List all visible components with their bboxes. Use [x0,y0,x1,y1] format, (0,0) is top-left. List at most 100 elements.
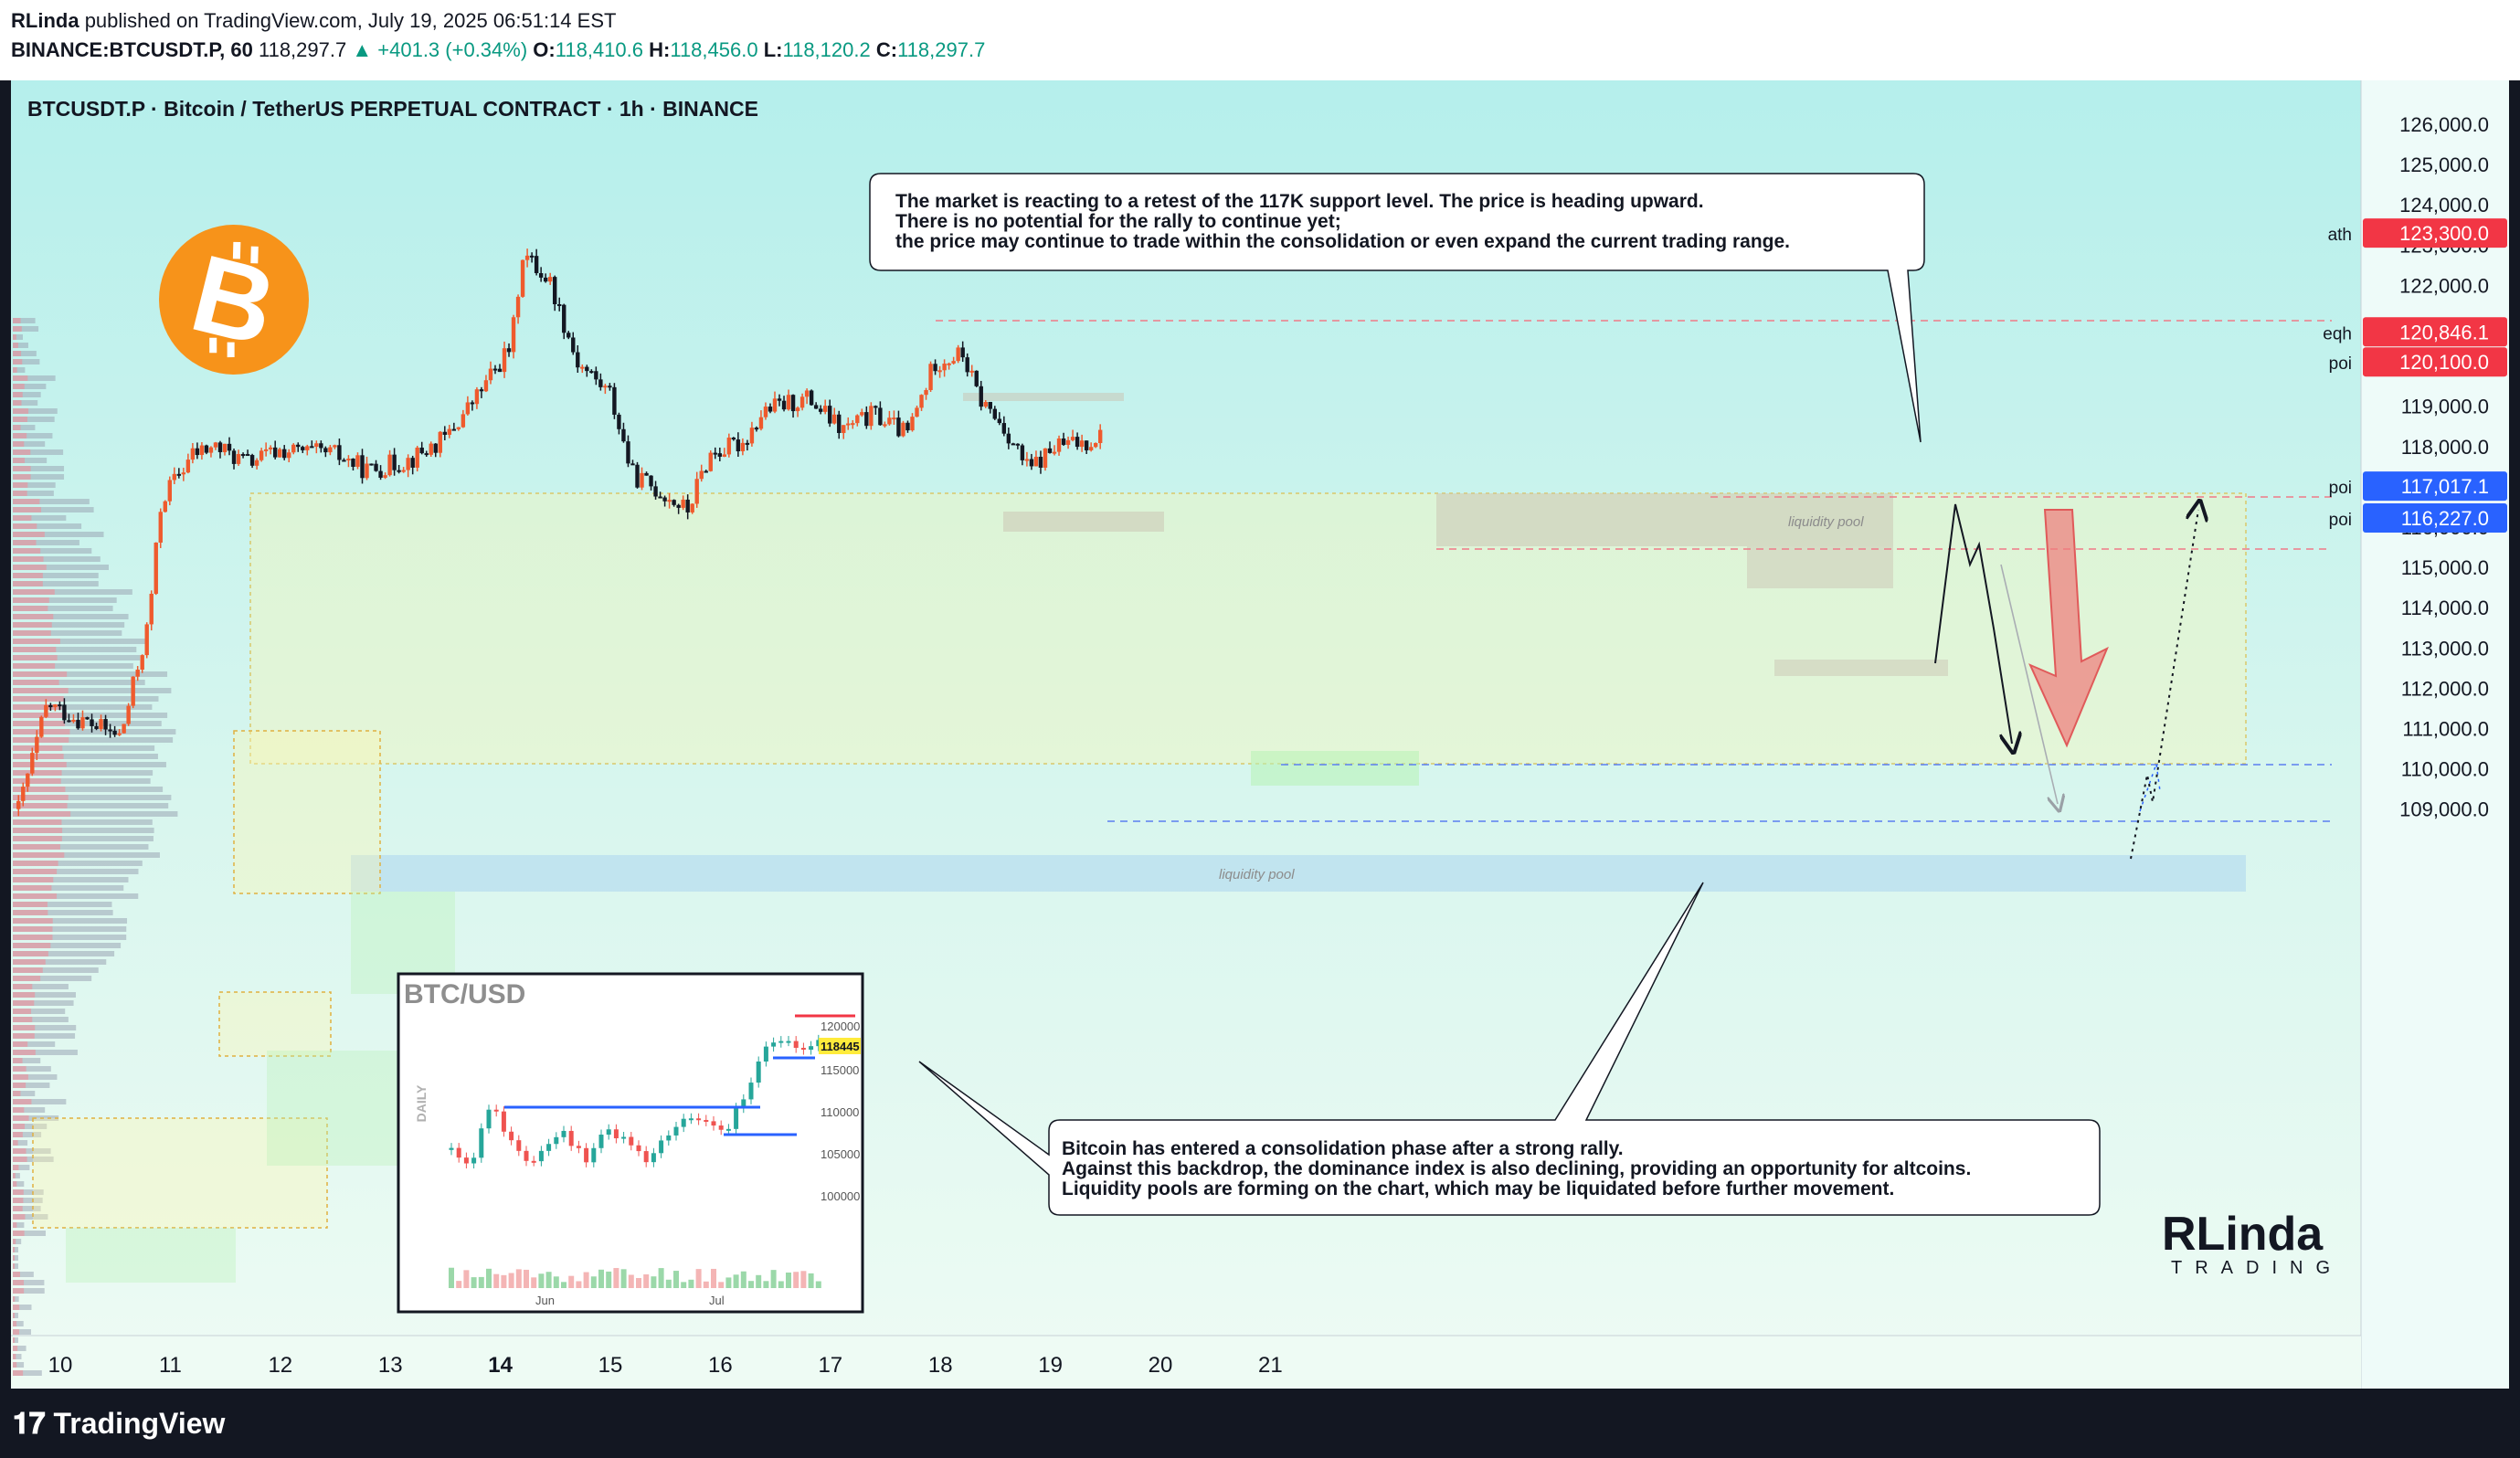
candle-body [360,455,365,479]
candle-body [1079,440,1085,448]
candle-body [1065,439,1071,445]
candle-body [988,401,992,409]
inset-x-jul: Jul [709,1294,725,1307]
inset-price-tag [819,1038,861,1054]
candle-body [378,470,383,478]
candle-body [942,364,947,371]
candle-body [103,719,108,730]
time-tick-label: 14 [488,1353,513,1378]
volume-profile-bar-sell [13,1337,16,1343]
inset-volume-bar [628,1274,634,1288]
price-chart[interactable]: liquidity pool liquidity pool BTCUSDT.P … [11,80,2509,1389]
inset-volume-bar [815,1281,821,1288]
volume-profile-bar-sell [13,449,31,455]
author-name[interactable]: RLinda [11,9,79,32]
price-change: +401.3 (+0.34%) [377,38,528,61]
level-price-tag [2363,218,2507,248]
candle-body [694,479,699,504]
volume-profile-bar [13,343,28,348]
liquidity-pool-lower [351,855,2246,892]
candle-body [144,624,149,656]
bottom-callout-line-1: Bitcoin has entered a consolidation phas… [1062,1138,1624,1159]
inset-volume-bar [620,1269,627,1288]
volume-profile-bar [13,737,174,743]
projection-path-b [2000,564,2058,804]
candle-body [621,428,626,442]
volume-profile-bar-sell [13,565,47,570]
price-tick-label: 126,000.0 [2399,113,2489,136]
volume-profile-bar [13,967,99,973]
level-price-value: 123,300.0 [2399,222,2489,245]
chart-container[interactable]: liquidity pool liquidity pool BTCUSDT.P … [11,80,2509,1389]
volume-profile-bar [13,367,26,373]
candle-body [676,504,681,508]
candle-body [319,443,323,449]
candle-body [268,447,273,449]
projections [1934,503,2198,860]
volume-profile-bar [13,556,101,562]
candle-body [511,317,516,353]
candle-body [594,371,598,380]
candle-body [804,390,810,397]
candle-body [451,428,457,431]
inset-candle-body [734,1107,739,1129]
volume-profile-bar [13,1222,25,1228]
consolidation-range [249,492,2247,765]
candle-body [1088,447,1094,450]
volume-profile-bar-sell [13,902,48,907]
close-label: C: [875,38,898,61]
projection-path-a [1934,503,2012,744]
candle-body [851,423,855,426]
volume-profile-bar-sell [13,1140,18,1146]
low-label: L: [763,38,783,61]
candle-body [576,352,580,368]
volume-profile-bar [13,671,168,677]
volume-profile-bar [13,384,47,389]
candle-body [99,719,103,729]
volume-profile-bar-sell [13,1362,17,1368]
tradingview-logo[interactable]: 𝟏𝟕 TradingView [13,1407,225,1442]
volume-profile-bar-sell [13,639,60,644]
volume-profile-bar-sell [13,1025,36,1030]
candle-body [809,390,814,406]
volume-profile-bar-sell [13,1050,36,1055]
volume-profile-bar [13,408,58,414]
inset-y-100000: 100000 [821,1189,860,1203]
candle-body [960,347,965,358]
candle-body [227,443,232,451]
base-zone-2 [218,991,332,1057]
candle-body [1001,423,1007,434]
inset-candle-body [741,1099,746,1108]
inset-candle-body [704,1119,709,1122]
volume-profile-bar [13,351,37,356]
time-axis-background [11,1336,2361,1389]
volume-profile-bar [13,449,64,455]
candle-body [919,395,924,408]
level-price-value: 120,100.0 [2399,351,2489,374]
candle-body [681,499,685,508]
inset-candle-body [554,1136,559,1145]
volume-profile-bar-sell [13,359,23,364]
inset-volume-bar [636,1277,641,1288]
volume-profile-bar [13,770,154,776]
volume-profile-bar [13,992,76,998]
candle-body [67,720,71,723]
time-axis[interactable]: 10 11 12 13 14 15 16 17 18 19 20 21 [48,1353,1283,1378]
volume-profile-bar [13,1165,30,1170]
inset-volume-bar [449,1267,454,1288]
candle-body [419,447,424,454]
liquidity-pool-upper [1436,493,1893,546]
candle-body [846,423,851,426]
candle-body [333,445,337,448]
high-value: 118,456.0 [670,38,758,61]
volume-profile-bar [13,474,65,480]
volume-profile-bar-sell [13,770,62,776]
volume-profile-bar [13,1074,58,1080]
candle-body [328,447,333,453]
volume-profile-bar-sell [13,408,29,414]
inset-volume-bar [808,1273,814,1288]
volume-profile-bar-sell [13,548,41,554]
candle-body [543,277,548,282]
inset-volume-bar [695,1269,702,1288]
volume-profile-bar [13,852,160,858]
